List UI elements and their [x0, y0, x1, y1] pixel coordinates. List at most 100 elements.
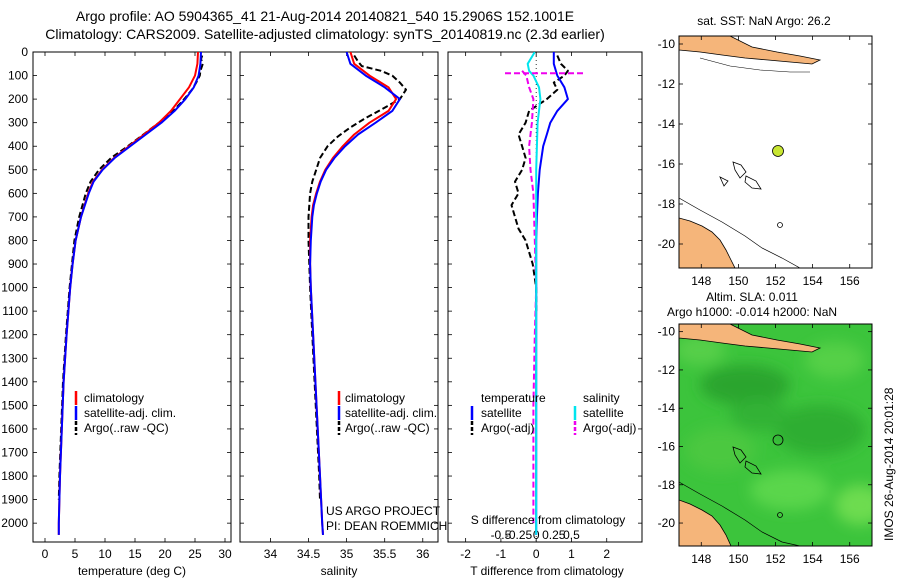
temperature-legend: climatology satellite-adj. clim. Argo(..…: [74, 391, 176, 435]
x-tick-label: 5: [72, 547, 79, 561]
figure-title-line2: Climatology: CARS2009. Satellite-adjuste…: [45, 26, 605, 42]
depth-tick-label: 400: [8, 139, 28, 153]
series-line: [57, 52, 199, 535]
x-tick-label: 2: [603, 547, 610, 561]
sla-field: [679, 335, 872, 525]
depth-tick-label: 200: [8, 92, 28, 106]
depth-tick-label: 900: [8, 257, 28, 271]
sst-map-title: sat. SST: NaN Argo: 26.2: [697, 14, 831, 28]
difference-x-axis: -2 -1 0 1 2 -0.5-0.25 0 0.250.5: [460, 52, 610, 561]
map-lon-label: 152: [765, 274, 785, 288]
s-tick-label: -0.5: [491, 528, 512, 542]
s-tick-label: 0: [533, 528, 540, 542]
x-tick-label: 10: [98, 547, 112, 561]
map-lon-label: 154: [803, 274, 823, 288]
sla-map-axes: 148 150 152 154 156 -10 -12 -14 -16 -18 -20: [658, 324, 872, 566]
legend-label: satellite: [481, 406, 522, 420]
temperature-x-axis: 0 5 10 15 20 25 30: [42, 52, 232, 561]
legend-label: Argo(..raw -QC): [84, 421, 169, 435]
depth-tick-label: 1700: [1, 445, 28, 459]
legend-label: satellite: [583, 406, 624, 420]
map-lon-label: 154: [803, 552, 823, 566]
x-tick-label: 34: [264, 547, 278, 561]
series-line: [57, 55, 204, 500]
depth-tick-label: 800: [8, 233, 28, 247]
sla-map: [679, 324, 872, 546]
map-lon-label: 152: [765, 552, 785, 566]
x-tick-label: -2: [460, 547, 471, 561]
depth-tick-label: 500: [8, 163, 28, 177]
depth-tick-label: 1200: [1, 328, 28, 342]
legend-label: climatology: [84, 391, 144, 405]
x-tick-label: 35: [340, 547, 354, 561]
depth-tick-label: 1900: [1, 493, 28, 507]
difference-top-label: S difference from climatology: [471, 513, 626, 527]
depth-axis: 0 100 200 300 400 500 600 700 800 900 1000 1100 1200…: [1, 45, 642, 530]
depth-tick-label: 1800: [1, 469, 28, 483]
x-tick-label: 35.5: [373, 547, 397, 561]
depth-tick-label: 700: [8, 210, 28, 224]
map-lat-label: -20: [658, 516, 676, 530]
sla-map-title2: Argo h1000: -0.014 h2000: NaN: [667, 305, 837, 319]
queensland-land: [679, 217, 736, 268]
series-line: [535, 52, 569, 535]
legend-label: Argo(..raw -QC): [345, 421, 430, 435]
sla-map-title1: Altim. SLA: 0.011: [706, 290, 798, 304]
depth-tick-label: 300: [8, 116, 28, 130]
x-tick-label: -1: [496, 547, 507, 561]
legend-label: satellite-adj. clim.: [345, 406, 437, 420]
x-tick-label: 34.5: [297, 547, 321, 561]
credit-pi: PI: DEAN ROEMMICH: [326, 519, 447, 533]
map-lat-label: -10: [658, 325, 676, 339]
x-tick-label: 36: [416, 547, 430, 561]
float-marker: [772, 145, 784, 157]
map-lon-label: 156: [840, 274, 860, 288]
map-lat-label: -16: [658, 439, 676, 453]
x-tick-label: 25: [188, 547, 202, 561]
map-lon-label: 148: [691, 274, 711, 288]
depth-tick-label: 1100: [2, 304, 28, 318]
series-line: [526, 52, 542, 535]
s-tick-label: 0.5: [563, 528, 580, 542]
difference-xlabel: T difference from climatology: [470, 564, 624, 578]
imos-timestamp: IMOS 26-Aug-2014 20:01:28: [882, 387, 896, 541]
map-lon-label: 156: [840, 552, 860, 566]
series-line: [521, 70, 538, 524]
map-lat-label: -12: [658, 77, 676, 91]
float-marker-outline: [772, 434, 784, 446]
sst-map-axes: 148 150 152 154 156 -10 -12 -14 -16 -18 -20: [658, 36, 872, 288]
difference-lines: [505, 52, 585, 542]
x-tick-label: 0: [42, 547, 49, 561]
depth-tick-label: 1400: [1, 375, 28, 389]
map-lat-label: -16: [658, 157, 676, 171]
depth-tick-label: 600: [8, 186, 28, 200]
salinity-x-axis: 34 34.5 35 35.5 36: [264, 52, 430, 561]
salinity-legend: climatology satellite-adj. clim. Argo(..…: [337, 391, 437, 435]
map-lat-label: -12: [658, 363, 676, 377]
new-guinea-land: [679, 36, 822, 65]
legend-label: climatology: [345, 391, 405, 405]
series-line: [309, 52, 401, 535]
series-line: [309, 52, 398, 535]
map-lat-label: -18: [658, 478, 676, 492]
difference-axes: [447, 51, 643, 543]
x-tick-label: 15: [128, 547, 142, 561]
difference-legend: temperature salinity satellite Argo(-adj…: [470, 391, 636, 435]
queensland-land: [679, 499, 732, 546]
map-lon-label: 148: [691, 552, 711, 566]
series-line: [307, 54, 407, 500]
legend-salinity-title: salinity: [583, 391, 620, 405]
map-lat-label: -18: [658, 197, 676, 211]
series-line: [57, 52, 202, 535]
temperature-lines: [57, 52, 204, 535]
map-lon-label: 150: [728, 274, 748, 288]
map-lat-label: -10: [658, 37, 676, 51]
legend-label: satellite-adj. clim.: [84, 406, 176, 420]
x-tick-label: 30: [218, 547, 232, 561]
x-tick-label: 0: [533, 547, 540, 561]
depth-tick-label: 1600: [1, 422, 28, 436]
salinity-lines: [307, 52, 407, 535]
map-lat-label: -14: [658, 117, 676, 131]
x-tick-label: 20: [158, 547, 172, 561]
